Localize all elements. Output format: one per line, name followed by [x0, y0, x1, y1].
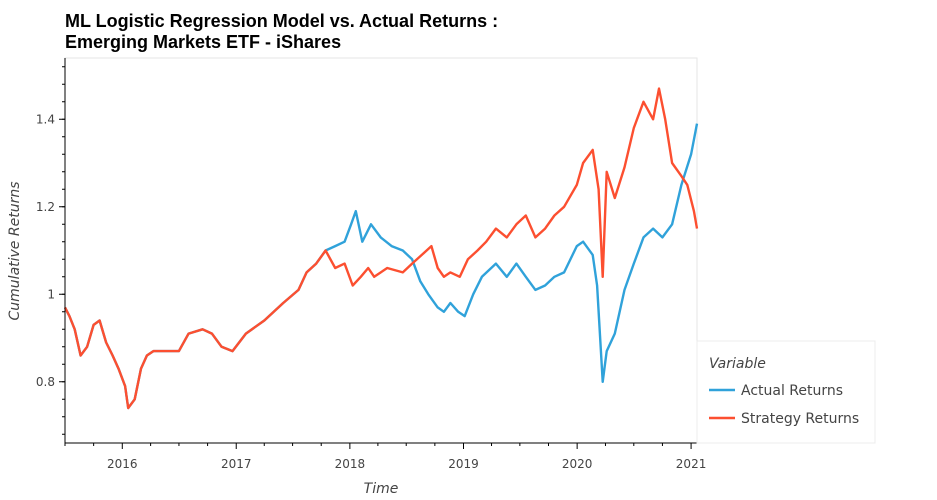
- legend: Variable Actual Returns Strategy Returns: [696, 340, 876, 444]
- y-tick-label: 1.2: [36, 200, 55, 214]
- chart-title-line-2: Emerging Markets ETF - iShares: [65, 32, 341, 52]
- chart-title-line-1: ML Logistic Regression Model vs. Actual …: [65, 11, 498, 31]
- legend-label-actual-returns[interactable]: Actual Returns: [741, 383, 843, 399]
- plot-area[interactable]: [64, 57, 698, 444]
- y-axis-label: Cumulative Returns: [7, 182, 23, 321]
- x-tick-label-2018: 2018: [335, 457, 366, 471]
- x-tick-label-2016: 2016: [107, 457, 138, 471]
- legend-title: Variable: [709, 356, 766, 372]
- x-axis-ticks: 2016 2017 2018 2019 2020 2021: [64, 443, 707, 471]
- y-tick-label: 1.4: [36, 112, 55, 126]
- legend-label-strategy-returns[interactable]: Strategy Returns: [741, 411, 859, 427]
- x-axis-label: Time: [364, 481, 399, 497]
- x-tick-label-2017: 2017: [221, 457, 252, 471]
- x-tick-label-2021: 2021: [676, 457, 707, 471]
- y-tick-label: 1: [47, 287, 55, 301]
- series-line-strategy-returns[interactable]: [63, 87, 699, 410]
- x-tick-label-2019: 2019: [448, 457, 479, 471]
- y-axis-ticks: 0.8 1 1.2 1.4: [36, 66, 65, 435]
- series-layer: [63, 87, 699, 410]
- y-tick-label: 0.8: [36, 375, 55, 389]
- legend-box: [696, 340, 876, 444]
- x-tick-label-2020: 2020: [562, 457, 593, 471]
